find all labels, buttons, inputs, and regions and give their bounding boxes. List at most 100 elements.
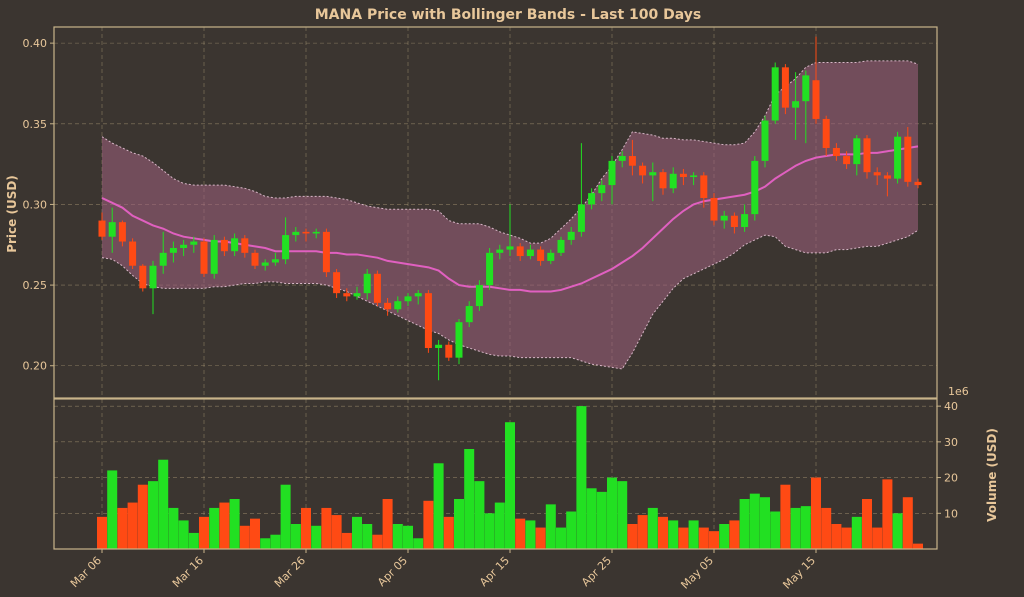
volume-bar [709, 531, 719, 549]
volume-bar [545, 504, 556, 549]
candle-body [720, 215, 728, 221]
candle-body [526, 249, 534, 257]
volume-bar [137, 484, 148, 549]
candle-body [210, 239, 218, 274]
volume-bar [862, 499, 872, 549]
volume-bar [617, 481, 628, 549]
candle-body [771, 67, 779, 121]
volume-bar [678, 527, 689, 549]
volume-bar [525, 520, 536, 549]
candle-body [853, 138, 861, 165]
volume-bar [913, 543, 923, 549]
volume-bar [586, 488, 597, 549]
candle-body [873, 172, 881, 176]
candle-body [139, 265, 147, 289]
volume-bar [239, 525, 250, 549]
candle-body [730, 215, 738, 228]
volume-bar [800, 506, 811, 549]
volume-bar [668, 520, 679, 549]
volume-bar [760, 497, 770, 549]
volume-bar [127, 502, 138, 549]
volume-bar [556, 527, 566, 549]
volume-bar [117, 507, 128, 549]
volume-tick-label: 30 [944, 436, 958, 449]
volume-bar [464, 449, 475, 549]
candle-body [679, 173, 687, 178]
volume-bar [494, 502, 505, 549]
volume-bar [688, 520, 699, 549]
chart-title: MANA Price with Bollinger Bands - Last 1… [315, 7, 702, 23]
volume-bar [719, 524, 730, 549]
volume-axis-label: Volume (USD) [985, 428, 999, 522]
candle-body [424, 293, 432, 348]
candle-body [496, 249, 504, 253]
candle-body [353, 293, 361, 297]
candle-body [608, 160, 616, 186]
volume-bar [392, 524, 403, 549]
volume-bar [821, 507, 832, 549]
volume-bar [97, 516, 107, 549]
price-tick-label: 0.40 [23, 37, 48, 50]
candle-body [200, 241, 208, 274]
volume-bar [515, 518, 526, 549]
candle-body [231, 238, 239, 252]
volume-bar [484, 513, 495, 549]
volume-bar [749, 493, 760, 549]
candle-body [445, 344, 453, 358]
candle-body [302, 231, 310, 234]
volume-bar [729, 520, 740, 549]
candle-body [914, 181, 922, 186]
candle-body [741, 214, 749, 228]
candle-body [792, 101, 800, 108]
candle-body [659, 172, 667, 189]
candle-body [98, 220, 106, 237]
candle-body [322, 231, 330, 273]
candle-body [149, 265, 157, 289]
volume-bar [382, 499, 393, 549]
candle-body [159, 252, 167, 266]
volume-bar [790, 507, 801, 549]
candle-body [414, 293, 422, 297]
candle-body [639, 165, 647, 176]
volume-bar [872, 527, 883, 549]
price-tick-label: 0.35 [23, 118, 48, 131]
volume-bar [505, 422, 515, 549]
volume-bar [290, 524, 301, 549]
candle-body [894, 136, 902, 179]
price-axis-label: Price (USD) [5, 175, 19, 253]
volume-bar [770, 511, 781, 549]
candle-body [475, 285, 483, 307]
candle-body [312, 231, 320, 234]
volume-bar [474, 481, 485, 549]
candle-body [690, 175, 698, 178]
volume-bar [250, 518, 260, 549]
volume-bar [892, 513, 903, 549]
candle-body [292, 231, 300, 236]
volume-bar [341, 532, 352, 549]
candle-body [781, 67, 789, 108]
candle-body [822, 118, 830, 148]
candle-body [486, 252, 494, 286]
candle-body [649, 172, 657, 176]
volume-bar [851, 516, 862, 549]
candle-body [669, 173, 677, 189]
candle-body [863, 138, 871, 173]
volume-bar [902, 497, 913, 549]
volume-bar [168, 507, 179, 549]
candle-body [710, 197, 718, 221]
volume-bar [596, 491, 607, 549]
bollinger-lower-band [101, 229, 919, 370]
volume-bar [627, 524, 638, 549]
candle-body [883, 175, 891, 179]
price-tick-label: 0.25 [23, 279, 48, 292]
volume-bar [637, 515, 648, 549]
volume-bar [362, 524, 373, 549]
volume-panel-frame [53, 398, 938, 550]
candle-body [465, 306, 473, 323]
volume-bar [107, 470, 118, 549]
candle-body [802, 75, 810, 102]
volume-bar [148, 481, 158, 549]
candle-body [812, 80, 820, 119]
volume-bar [443, 516, 454, 549]
